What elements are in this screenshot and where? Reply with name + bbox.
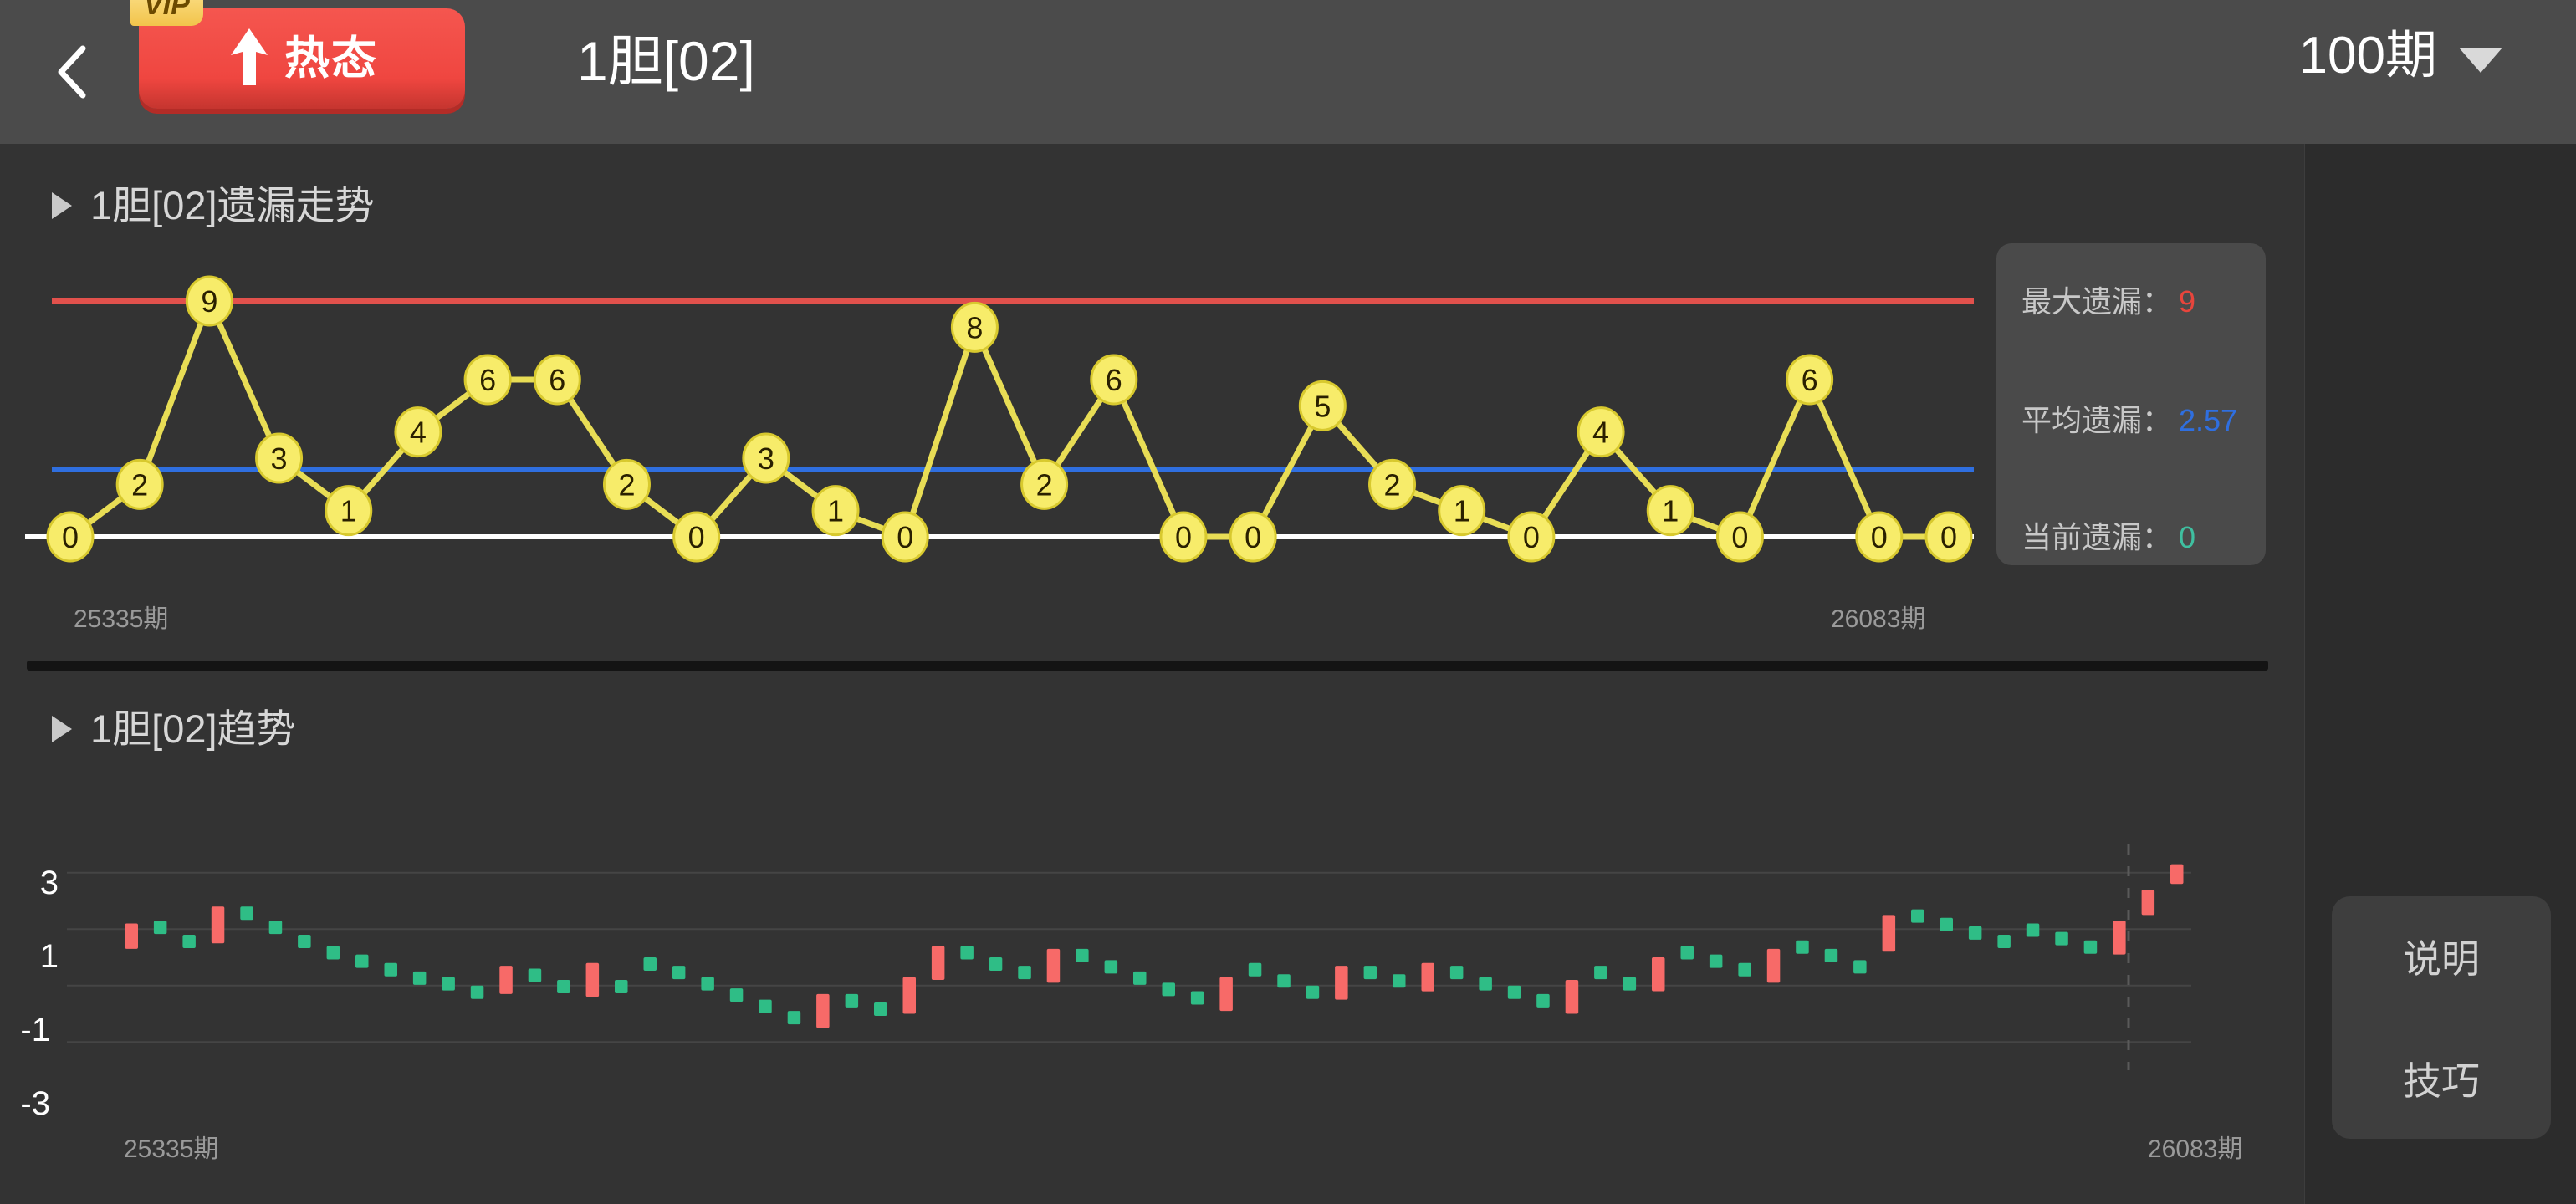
svg-text:2: 2 <box>1384 467 1401 502</box>
svg-text:0: 0 <box>688 520 705 554</box>
period-selector[interactable]: 100期 <box>2299 30 2502 82</box>
svg-text:1: 1 <box>827 494 844 528</box>
page-title: 1胆[02] <box>577 30 755 92</box>
svg-text:0: 0 <box>1245 520 1261 554</box>
svg-text:2: 2 <box>1036 467 1053 502</box>
hot-mode-button[interactable]: VIP 热态 <box>130 0 465 112</box>
svg-text:1: 1 <box>340 494 357 528</box>
svg-text:6: 6 <box>549 363 565 397</box>
triangle-right-icon <box>52 715 72 742</box>
stat-row: 平均遗漏： 2.57 <box>2021 402 2249 439</box>
trend-y-tick: 3 <box>39 865 59 901</box>
chevron-left-icon <box>54 42 93 102</box>
svg-text:5: 5 <box>1314 389 1331 423</box>
trend-y-tick: -3 <box>20 1085 50 1122</box>
svg-text:0: 0 <box>1175 520 1192 554</box>
svg-text:3: 3 <box>758 441 774 476</box>
triangle-right-icon <box>52 191 72 219</box>
svg-text:4: 4 <box>410 416 427 450</box>
svg-text:2: 2 <box>131 467 148 502</box>
trend-y-tick: 1 <box>39 938 59 975</box>
svg-text:1: 1 <box>1662 494 1679 528</box>
stat-value: 2.57 <box>2179 403 2238 437</box>
stat-value: 0 <box>2179 520 2196 554</box>
hot-mode-pill[interactable]: 热态 <box>139 8 465 109</box>
period-selector-value: 100期 <box>2298 27 2437 84</box>
svg-text:0: 0 <box>1940 520 1957 554</box>
svg-text:6: 6 <box>1106 363 1122 397</box>
stat-row: 最大遗漏： 9 <box>2021 283 2249 320</box>
svg-text:8: 8 <box>966 310 983 344</box>
svg-text:0: 0 <box>1731 520 1748 554</box>
trend-x-start-label: 25335期 <box>124 1135 219 1163</box>
missing-stats-panel: 最大遗漏： 9 平均遗漏： 2.57 当前遗漏： 0 <box>1996 243 2266 565</box>
content-panel <box>0 144 2304 1204</box>
svg-text:3: 3 <box>271 441 288 476</box>
trend-x-end-label: 26083期 <box>2148 1135 2243 1163</box>
section-title-missing: 1胆[02]遗漏走势 <box>90 183 375 227</box>
trend-chart-svg <box>67 844 2191 1070</box>
tips-button[interactable]: 技巧 <box>2403 1059 2480 1103</box>
missing-x-start-label: 25335期 <box>74 605 169 633</box>
trend-chart <box>0 828 2304 1079</box>
section-header-missing[interactable]: 1胆[02]遗漏走势 <box>52 186 375 225</box>
side-button-group: 说明 技巧 <box>2332 896 2551 1139</box>
missing-trend-svg: 0 2 9 3 1 4 6 6 2 0 3 1 0 8 2 6 0 0 5 2 1 0 4 1 0 6 0 0 <box>25 275 1974 563</box>
hot-mode-label: 热态 <box>284 33 378 84</box>
section-title-trend: 1胆[02]趋势 <box>90 707 296 751</box>
svg-text:6: 6 <box>479 363 496 397</box>
svg-text:4: 4 <box>1592 416 1609 450</box>
stat-label: 最大遗漏： <box>2021 284 2173 319</box>
svg-text:1: 1 <box>1454 494 1470 528</box>
section-header-trend[interactable]: 1胆[02]趋势 <box>52 709 296 748</box>
missing-x-end-label: 26083期 <box>1831 605 1926 633</box>
missing-trend-chart: 0 2 9 3 1 4 6 6 2 0 3 1 0 8 2 6 0 0 5 2 1 0 4 1 0 6 0 0 <box>0 247 2304 649</box>
app-header: VIP 热态 1胆[02] 100期 <box>0 0 2576 145</box>
svg-text:2: 2 <box>618 467 635 502</box>
svg-text:0: 0 <box>1523 520 1540 554</box>
stat-row: 当前遗漏： 0 <box>2021 519 2249 556</box>
svg-text:0: 0 <box>1871 520 1888 554</box>
svg-text:6: 6 <box>1802 363 1818 397</box>
section-divider <box>27 661 2268 671</box>
svg-text:0: 0 <box>897 520 913 554</box>
svg-text:9: 9 <box>201 284 217 319</box>
back-button[interactable] <box>43 42 104 102</box>
trend-y-tick: -1 <box>20 1012 50 1048</box>
stat-label: 当前遗漏： <box>2021 520 2173 554</box>
stat-value: 9 <box>2179 284 2196 319</box>
chevron-down-icon <box>2459 48 2502 73</box>
vip-badge: VIP <box>130 0 203 27</box>
stat-label: 平均遗漏： <box>2021 403 2173 437</box>
explanation-button[interactable]: 说明 <box>2403 937 2480 982</box>
svg-text:0: 0 <box>62 520 79 554</box>
arrow-up-icon <box>226 23 273 94</box>
